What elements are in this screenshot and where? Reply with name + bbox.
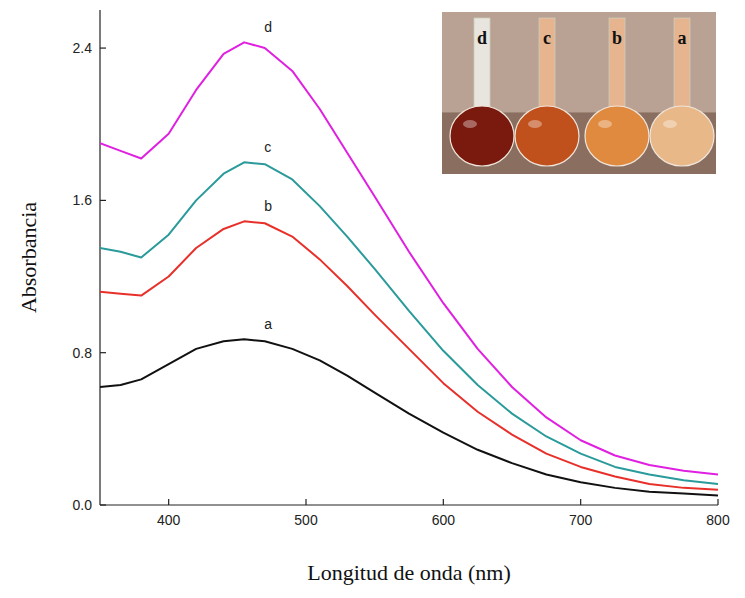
flask-body	[515, 106, 579, 166]
series-label: b	[264, 198, 272, 214]
x-tick-label: 600	[432, 512, 456, 528]
flask-body	[585, 106, 649, 166]
x-axis-title: Longitud de onda (nm)	[307, 560, 510, 585]
y-axis-title: Absorbancia	[16, 202, 41, 313]
flask-highlight	[598, 120, 612, 128]
x-tick-label: 500	[294, 512, 318, 528]
series-label: c	[264, 139, 271, 155]
inset-label: d	[477, 28, 487, 48]
y-tick-label: 2.4	[73, 40, 93, 56]
x-axis	[100, 504, 718, 505]
x-tick	[580, 499, 581, 505]
line-series	[100, 162, 718, 484]
y-tick	[100, 352, 106, 353]
flask-highlight	[663, 120, 677, 128]
line-series	[100, 221, 718, 489]
line-series	[100, 42, 718, 474]
flask-neck	[539, 18, 555, 113]
inset-photo: dcba	[442, 12, 716, 174]
x-tick-label: 800	[706, 512, 730, 528]
y-tick-label: 1.6	[73, 192, 93, 208]
flask-neck	[609, 18, 625, 113]
flask-neck	[674, 18, 690, 113]
flask-highlight	[463, 120, 477, 128]
y-tick-label: 0.0	[73, 497, 93, 513]
flask-neck	[474, 18, 490, 113]
flask-body	[650, 106, 714, 166]
chart: 0.0 0.8 1.6 2.4 400 500 600 700 800 Longitud de o…	[0, 0, 745, 598]
x-tick	[168, 499, 169, 505]
plot-area	[100, 42, 718, 495]
x-tick	[717, 499, 718, 505]
x-tick-label: 400	[157, 512, 181, 528]
inset-label: b	[612, 28, 622, 48]
x-tick	[305, 499, 306, 505]
y-axis	[99, 10, 100, 505]
y-tick-label: 0.8	[73, 345, 93, 361]
y-tick	[100, 504, 106, 505]
line-series	[100, 339, 718, 495]
series-label: d	[264, 19, 272, 35]
flask-body	[450, 106, 514, 166]
x-tick-label: 700	[569, 512, 593, 528]
inset-label: c	[543, 28, 551, 48]
series-label: a	[264, 316, 272, 332]
inset-background	[442, 12, 716, 174]
inset-label: a	[678, 28, 687, 48]
flask-highlight	[528, 120, 542, 128]
y-tick	[100, 200, 106, 201]
y-tick	[100, 47, 106, 48]
x-tick	[443, 499, 444, 505]
